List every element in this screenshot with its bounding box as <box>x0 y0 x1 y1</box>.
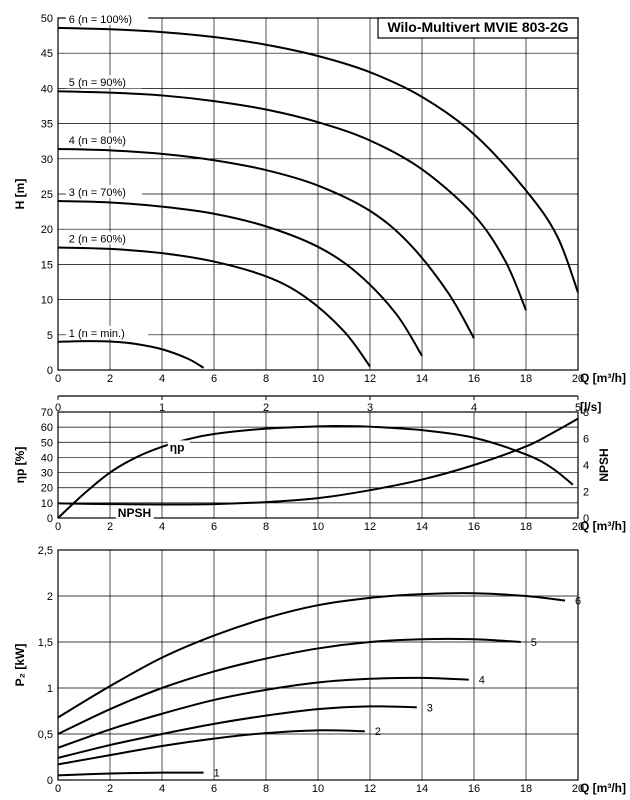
svg-text:18: 18 <box>520 521 532 533</box>
svg-text:8: 8 <box>583 407 589 419</box>
svg-text:30: 30 <box>41 154 53 166</box>
svg-text:0: 0 <box>47 513 53 525</box>
svg-text:0: 0 <box>55 373 61 385</box>
svg-text:60: 60 <box>41 422 53 434</box>
svg-text:2: 2 <box>107 373 113 385</box>
svg-text:10: 10 <box>41 295 53 307</box>
svg-text:8: 8 <box>263 373 269 385</box>
svg-text:P₂ [kW]: P₂ [kW] <box>13 644 27 687</box>
svg-text:6: 6 <box>211 521 217 533</box>
chart-title: Wilo-Multivert MVIE 803-2G <box>387 19 568 35</box>
svg-text:ηp [%]: ηp [%] <box>13 447 27 484</box>
svg-text:70: 70 <box>41 407 53 419</box>
svg-text:8: 8 <box>263 521 269 533</box>
svg-text:2: 2 <box>47 591 53 603</box>
svg-text:8: 8 <box>263 783 269 795</box>
svg-text:6: 6 <box>211 783 217 795</box>
svg-text:10: 10 <box>312 521 324 533</box>
power-curve-label: 5 <box>531 637 537 649</box>
svg-text:40: 40 <box>41 83 53 95</box>
svg-text:0,5: 0,5 <box>38 729 53 741</box>
svg-text:4: 4 <box>583 460 589 472</box>
svg-text:H [m]: H [m] <box>13 179 27 210</box>
pump-curve-chart: 02468101214161820Q [m³/h]012345[l/s]0510… <box>0 0 630 800</box>
svg-text:6: 6 <box>211 373 217 385</box>
svg-text:2,5: 2,5 <box>38 545 53 557</box>
svg-text:0: 0 <box>47 775 53 787</box>
svg-text:1: 1 <box>47 683 53 695</box>
svg-text:35: 35 <box>41 119 53 131</box>
svg-text:NPSH: NPSH <box>597 448 611 481</box>
power-curve <box>58 773 204 776</box>
svg-text:4: 4 <box>159 373 165 385</box>
svg-text:10: 10 <box>41 498 53 510</box>
hq-curve-label: 3 (n = 70%) <box>69 187 126 199</box>
svg-text:4: 4 <box>159 783 165 795</box>
svg-text:50: 50 <box>41 437 53 449</box>
power-curve-label: 6 <box>575 596 581 608</box>
svg-text:50: 50 <box>41 13 53 25</box>
svg-text:14: 14 <box>416 783 428 795</box>
svg-text:Q [m³/h]: Q [m³/h] <box>580 781 626 795</box>
svg-text:2: 2 <box>107 783 113 795</box>
svg-text:5: 5 <box>47 330 53 342</box>
svg-text:14: 14 <box>416 373 428 385</box>
svg-text:12: 12 <box>364 373 376 385</box>
svg-text:0: 0 <box>47 365 53 377</box>
svg-text:Q [m³/h]: Q [m³/h] <box>580 371 626 385</box>
svg-text:12: 12 <box>364 521 376 533</box>
svg-text:6: 6 <box>583 434 589 446</box>
hq-curve-label: 2 (n = 60%) <box>69 234 126 246</box>
svg-text:2: 2 <box>107 521 113 533</box>
power-curve-label: 2 <box>375 726 381 738</box>
svg-text:0: 0 <box>55 521 61 533</box>
hq-curve-label: 5 (n = 90%) <box>69 77 126 89</box>
power-curve-label: 1 <box>214 768 220 780</box>
hq-curve-label: 4 (n = 80%) <box>69 135 126 147</box>
hq-curve-label: 1 (n = min.) <box>69 328 125 340</box>
svg-text:10: 10 <box>312 373 324 385</box>
svg-text:0: 0 <box>583 513 589 525</box>
svg-text:20: 20 <box>41 224 53 236</box>
svg-text:15: 15 <box>41 259 53 271</box>
svg-text:NPSH: NPSH <box>118 506 151 520</box>
svg-text:16: 16 <box>468 521 480 533</box>
svg-text:16: 16 <box>468 783 480 795</box>
power-curve-label: 4 <box>479 675 485 687</box>
hq-curve <box>58 91 526 310</box>
svg-text:0: 0 <box>55 783 61 795</box>
svg-text:12: 12 <box>364 783 376 795</box>
svg-text:14: 14 <box>416 521 428 533</box>
svg-text:1,5: 1,5 <box>38 637 53 649</box>
svg-text:16: 16 <box>468 373 480 385</box>
svg-text:ηp: ηp <box>170 440 185 454</box>
hq-curve-label: 6 (n = 100%) <box>69 14 132 26</box>
svg-text:4: 4 <box>159 521 165 533</box>
svg-text:30: 30 <box>41 468 53 480</box>
hq-curve <box>58 341 204 368</box>
svg-text:45: 45 <box>41 48 53 60</box>
svg-text:10: 10 <box>312 783 324 795</box>
svg-text:20: 20 <box>41 483 53 495</box>
svg-text:18: 18 <box>520 373 532 385</box>
power-curve-label: 3 <box>427 702 433 714</box>
svg-text:18: 18 <box>520 783 532 795</box>
svg-text:2: 2 <box>583 487 589 499</box>
svg-text:40: 40 <box>41 452 53 464</box>
svg-text:25: 25 <box>41 189 53 201</box>
